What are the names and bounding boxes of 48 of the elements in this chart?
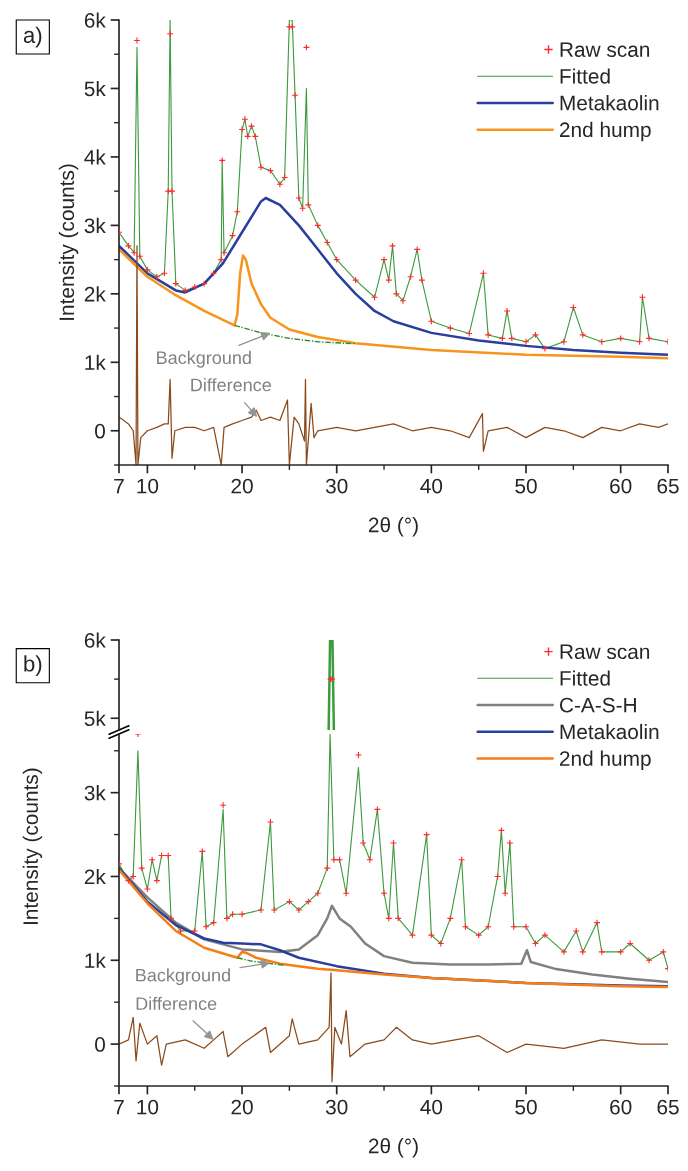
- y-tick-label: 5k: [84, 80, 106, 97]
- legend-label: 2nd hump: [559, 121, 651, 142]
- x-tick-label: 20: [231, 478, 253, 494]
- x-tick-label: 7: [114, 1099, 124, 1115]
- y-tick-label: 0: [95, 423, 105, 439]
- y-tick-label: 0: [95, 1037, 105, 1052]
- x-tick-label: 60: [610, 1099, 632, 1115]
- y-tick-label: 1k: [85, 354, 106, 370]
- x-tick-label: 60: [610, 478, 632, 494]
- legend-label: Fitted: [560, 670, 610, 686]
- legend-label: Fitted: [560, 68, 610, 84]
- y-tick-label: 1k: [85, 952, 106, 968]
- y-tick-label: 3k: [84, 217, 106, 234]
- legend-label: Raw scan: [560, 42, 650, 57]
- y-axis-title: Intensity (counts): [22, 768, 43, 925]
- x-tick-label: 40: [420, 478, 443, 494]
- legend-label: C-A-S-H: [559, 697, 636, 713]
- x-axis-title: 2θ (°): [368, 517, 418, 537]
- x-tick-label: 10: [137, 1099, 159, 1115]
- annotation: Background: [136, 968, 230, 986]
- y-tick-label: 4k: [84, 149, 106, 165]
- y-tick-label: 2k: [84, 868, 106, 885]
- legend-label: Metakaolin: [560, 95, 659, 111]
- y-axis-title: Intensity (counts): [58, 164, 79, 320]
- x-axis-title: 2θ (°): [368, 1138, 418, 1158]
- legend-label: Raw scan: [560, 644, 650, 660]
- y-tick-label: 3k: [84, 785, 106, 801]
- x-tick-label: 65: [657, 478, 679, 494]
- x-tick-label: 50: [515, 1099, 537, 1115]
- annotation: Difference: [191, 378, 271, 392]
- legend-label: Metakaolin: [560, 723, 659, 740]
- x-tick-label: 40: [420, 1099, 443, 1115]
- x-tick-label: 20: [231, 1099, 253, 1115]
- y-tick-label: 6k: [84, 12, 106, 28]
- y-tick-label: 5k: [84, 710, 106, 727]
- y-tick-label: 6k: [84, 632, 106, 648]
- annotation: Difference: [136, 996, 217, 1011]
- x-tick-label: 30: [325, 1099, 348, 1115]
- legend-label: 2nd hump: [559, 750, 651, 771]
- x-tick-label: 50: [515, 478, 537, 494]
- text: b): [24, 655, 42, 676]
- x-tick-label: 30: [325, 478, 348, 494]
- chart-title: a): [23, 26, 42, 48]
- x-tick-label: 10: [137, 478, 159, 494]
- x-tick-label: 65: [657, 1099, 679, 1115]
- annotation: Background: [157, 350, 251, 368]
- x-tick-label: 7: [114, 478, 124, 494]
- y-tick-label: 2k: [84, 286, 106, 302]
